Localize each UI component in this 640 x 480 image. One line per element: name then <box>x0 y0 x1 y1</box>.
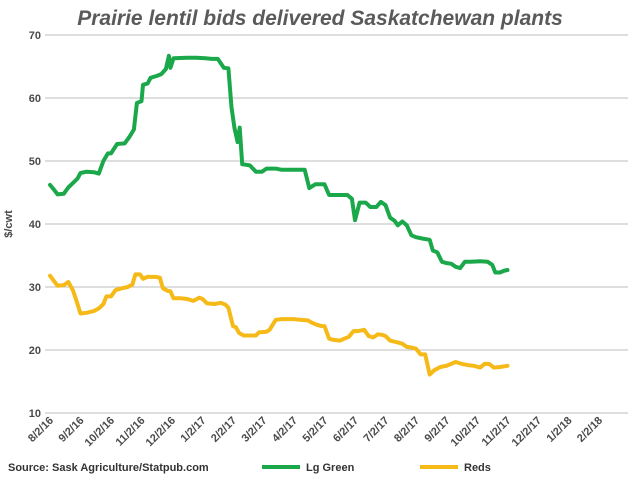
y-tick-label: 30 <box>29 282 41 294</box>
x-tick: 6/2/17 <box>331 415 361 445</box>
y-tick-label: 50 <box>29 156 41 168</box>
x-tick: 11/2/16 <box>114 415 148 449</box>
series-group <box>48 53 510 377</box>
x-tick: 4/2/17 <box>270 415 300 445</box>
x-tick: 10/2/17 <box>449 415 483 449</box>
x-tick-label: 12/2/16 <box>144 415 178 449</box>
x-tick-label: 3/2/17 <box>240 415 270 445</box>
x-tick: 1/2/18 <box>545 415 575 445</box>
x-tick-label: 11/2/17 <box>480 415 514 449</box>
x-tick-label: 11/2/16 <box>114 415 148 449</box>
legend: Lg Green Reds <box>262 462 491 474</box>
x-tick-label: 1/2/18 <box>545 415 575 445</box>
x-tick-label: 10/2/17 <box>449 415 483 449</box>
y-axis-ticks: 10 20 30 40 50 60 70 <box>29 30 41 420</box>
x-tick: 3/2/17 <box>240 415 270 445</box>
chart-title: Prairie lentil bids delivered Saskatchew… <box>77 7 563 30</box>
x-tick: 12/2/17 <box>510 415 544 449</box>
x-tick-label: 1/2/17 <box>179 415 209 445</box>
x-tick: 8/2/17 <box>392 415 422 445</box>
x-tick-label: 7/2/17 <box>362 415 392 445</box>
x-tick: 7/2/17 <box>362 415 392 445</box>
source-note: Source: Sask Agriculture/Statpub.com <box>8 462 209 474</box>
x-tick: 5/2/17 <box>301 415 331 445</box>
x-tick-label: 5/2/17 <box>301 415 331 445</box>
x-tick-label: 6/2/17 <box>331 415 361 445</box>
x-tick-label: 2/2/18 <box>575 415 605 445</box>
x-tick: 12/2/16 <box>144 415 178 449</box>
y-tick-label: 70 <box>29 30 41 42</box>
y-tick-label: 60 <box>29 93 41 105</box>
series-line-0 <box>48 53 510 275</box>
y-tick-label: 10 <box>29 408 41 420</box>
series-line-1 <box>48 272 510 377</box>
x-tick: 10/2/16 <box>83 415 117 449</box>
y-tick-label: 40 <box>29 219 41 231</box>
x-tick-label: 10/2/16 <box>83 415 117 449</box>
x-tick-label: 4/2/17 <box>270 415 300 445</box>
x-tick: 11/2/17 <box>480 415 514 449</box>
x-tick: 2/2/17 <box>209 415 239 445</box>
x-tick-label: 2/2/17 <box>209 415 239 445</box>
grid-lines <box>45 34 628 414</box>
x-tick-label: 12/2/17 <box>510 415 544 449</box>
y-tick-label: 20 <box>29 345 41 357</box>
y-axis-label: $/cwt <box>3 210 15 238</box>
x-tick-label: 8/2/17 <box>392 415 422 445</box>
legend-label-1: Reds <box>464 462 491 474</box>
x-tick: 2/2/18 <box>575 415 605 445</box>
legend-label-0: Lg Green <box>306 462 355 474</box>
x-tick: 1/2/17 <box>179 415 209 445</box>
